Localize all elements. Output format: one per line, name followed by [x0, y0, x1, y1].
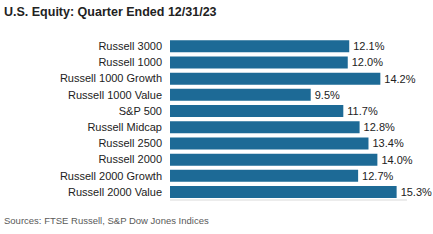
- svg-text:14.2%: 14.2%: [384, 73, 415, 85]
- svg-text:Russell 1000 Value: Russell 1000 Value: [68, 89, 162, 101]
- svg-text:S&P 500: S&P 500: [119, 105, 162, 117]
- html-text:U.S. Equity: Quarter Ended 12/: U.S. Equity: Quarter Ended 12/31/23: [4, 5, 217, 19]
- svg-text:12.7%: 12.7%: [362, 170, 393, 182]
- svg-text:Russell 2500: Russell 2500: [98, 137, 162, 149]
- svg-text:Russell 1000 Growth: Russell 1000 Growth: [60, 72, 162, 84]
- svg-text:Russell 2000 Growth: Russell 2000 Growth: [60, 170, 162, 182]
- svg-text:13.4%: 13.4%: [372, 137, 403, 149]
- svg-text:9.5%: 9.5%: [315, 89, 340, 101]
- svg-text:11.7%: 11.7%: [347, 105, 378, 117]
- svg-text:Russell 2000 Value: Russell 2000 Value: [68, 186, 162, 198]
- svg-text:12.8%: 12.8%: [364, 121, 395, 133]
- svg-text:Russell 3000: Russell 3000: [98, 40, 162, 52]
- html-text:Sources: FTSE Russell, S&P Dow: Sources: FTSE Russell, S&P Dow Jones Ind…: [4, 215, 209, 226]
- svg-text:Russell 2000: Russell 2000: [98, 153, 162, 165]
- svg-text:14.0%: 14.0%: [381, 154, 412, 166]
- svg-text:12.0%: 12.0%: [352, 56, 383, 68]
- svg-text:Russell 1000: Russell 1000: [98, 56, 162, 68]
- svg-text:Russell Midcap: Russell Midcap: [87, 121, 162, 133]
- svg-text:15.3%: 15.3%: [401, 186, 425, 198]
- svg-text:12.1%: 12.1%: [353, 40, 384, 52]
